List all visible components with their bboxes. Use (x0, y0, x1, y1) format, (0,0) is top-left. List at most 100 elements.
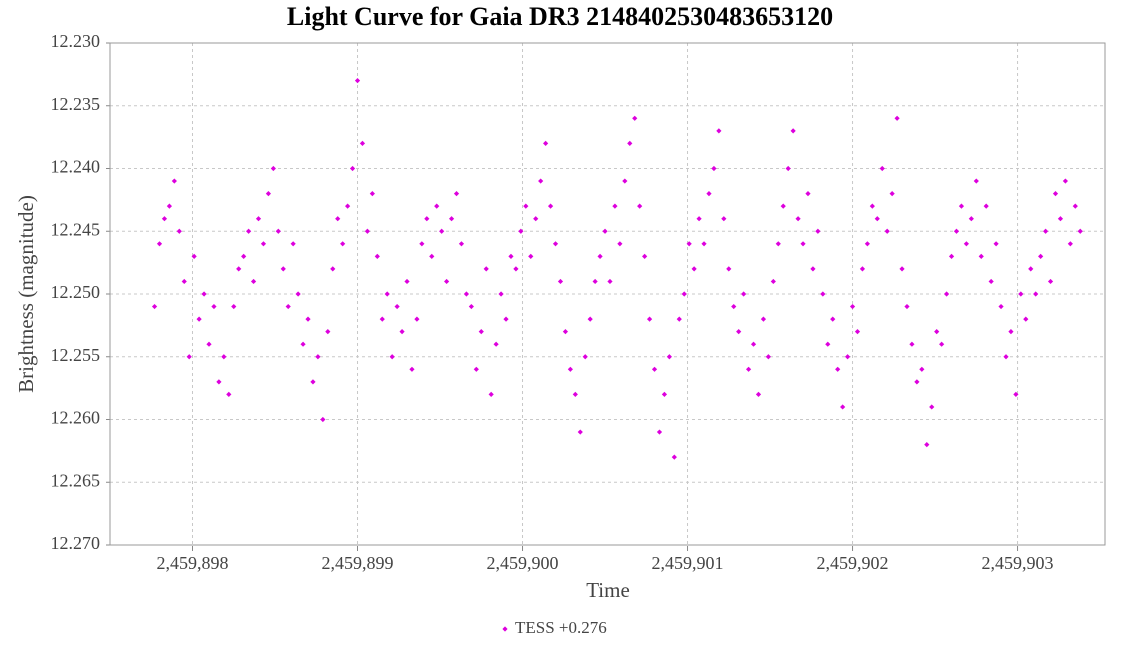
data-point (627, 140, 633, 146)
data-point (310, 379, 316, 385)
data-point (800, 241, 806, 247)
data-point (320, 416, 326, 423)
data-point (1018, 291, 1024, 297)
data-point (741, 291, 747, 297)
data-point (325, 329, 331, 335)
data-point (840, 404, 846, 410)
data-point (295, 291, 301, 297)
data-point (686, 241, 692, 247)
data-point (854, 329, 861, 335)
data-point (547, 203, 554, 209)
data-point (552, 241, 559, 247)
data-point (429, 253, 435, 259)
data-point (815, 228, 821, 234)
data-point (216, 379, 222, 385)
data-point (646, 316, 653, 322)
data-point (354, 78, 361, 84)
data-point (1023, 316, 1029, 322)
data-point (369, 191, 375, 197)
y-tick-label: 12.260 (51, 408, 101, 428)
data-point (335, 216, 341, 222)
data-point (864, 241, 870, 247)
data-point (1062, 178, 1068, 184)
data-point (572, 391, 578, 397)
data-point (538, 178, 544, 184)
data-point (483, 266, 489, 272)
data-point (275, 228, 281, 234)
data-point (196, 316, 202, 322)
data-point (973, 178, 979, 184)
data-point (528, 253, 534, 259)
data-point (998, 303, 1004, 310)
data-point (1052, 191, 1059, 197)
data-point (151, 303, 158, 310)
data-point (255, 216, 262, 222)
data-point (389, 354, 395, 360)
data-point (651, 366, 658, 372)
data-point (250, 278, 257, 285)
data-point (508, 253, 514, 259)
data-point (597, 253, 603, 259)
data-point (458, 241, 465, 247)
data-point (750, 341, 757, 347)
data-point (280, 266, 286, 272)
data-point (414, 316, 420, 322)
data-point (419, 241, 425, 247)
data-point (409, 366, 415, 372)
data-point (661, 391, 668, 397)
data-point (602, 228, 608, 234)
data-point (656, 429, 663, 435)
data-point (1067, 241, 1073, 247)
data-point (765, 354, 771, 360)
data-point (830, 316, 836, 322)
data-point (226, 391, 232, 397)
data-point (711, 165, 717, 172)
data-point (260, 241, 267, 247)
data-point (884, 228, 890, 234)
data-point (285, 303, 291, 310)
data-point (909, 341, 915, 347)
data-point (1003, 354, 1009, 360)
data-point (349, 165, 356, 172)
data-point (364, 228, 371, 234)
plot-frame (109, 42, 1106, 546)
data-point (716, 128, 722, 134)
data-point (919, 366, 925, 372)
data-point (943, 291, 950, 297)
y-tick-label: 12.230 (51, 31, 101, 51)
data-point (721, 216, 727, 222)
legend-label: TESS +0.276 (515, 618, 607, 637)
data-point (399, 329, 405, 335)
data-point (770, 278, 776, 285)
data-point (1072, 203, 1078, 209)
data-point (795, 216, 801, 222)
data-point (869, 203, 875, 209)
data-point (874, 216, 880, 222)
data-point (637, 203, 643, 209)
data-point (671, 454, 677, 460)
data-point (231, 303, 237, 310)
data-point (246, 228, 252, 234)
data-point (963, 241, 969, 247)
data-point (632, 115, 638, 121)
chart-title: Light Curve for Gaia DR3 214840253048365… (287, 2, 833, 31)
data-point (582, 354, 588, 360)
data-point (1047, 278, 1054, 285)
data-point (488, 391, 494, 397)
data-point (300, 341, 306, 347)
data-point (468, 303, 474, 310)
x-axis-label: Time (586, 578, 630, 602)
data-point (478, 329, 484, 335)
data-point (859, 266, 866, 272)
data-point (835, 366, 841, 372)
data-point (736, 329, 742, 335)
data-point (612, 203, 618, 209)
data-point (577, 429, 583, 435)
data-point (587, 316, 593, 322)
data-point (171, 178, 177, 184)
data-point (161, 216, 168, 222)
data-point (424, 216, 430, 222)
data-point (523, 203, 529, 209)
data-point (825, 341, 831, 347)
